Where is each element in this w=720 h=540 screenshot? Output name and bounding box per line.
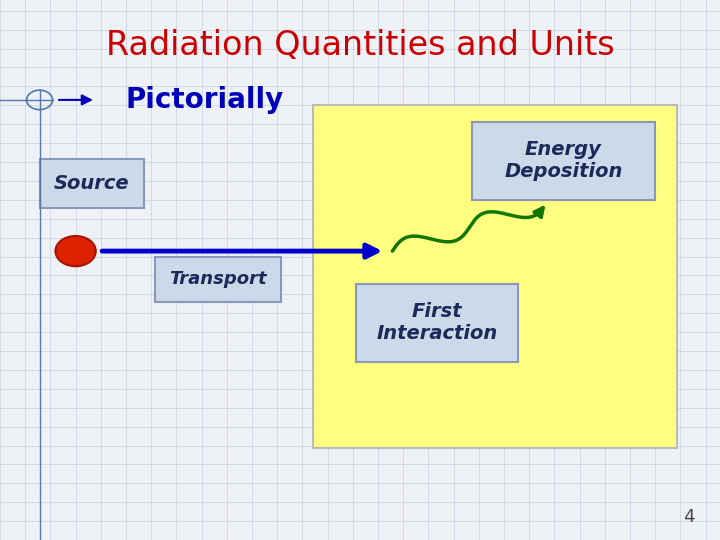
Text: First
Interaction: First Interaction [377, 302, 498, 343]
Text: Radiation Quantities and Units: Radiation Quantities and Units [106, 29, 614, 63]
FancyBboxPatch shape [155, 256, 281, 302]
FancyBboxPatch shape [356, 284, 518, 362]
FancyBboxPatch shape [40, 159, 144, 208]
FancyBboxPatch shape [472, 122, 655, 200]
Text: Source: Source [54, 174, 130, 193]
Circle shape [55, 236, 96, 266]
Text: Transport: Transport [169, 271, 266, 288]
Text: Pictorially: Pictorially [126, 86, 284, 114]
FancyBboxPatch shape [313, 105, 677, 448]
Text: Energy
Deposition: Energy Deposition [504, 140, 623, 181]
Text: 4: 4 [683, 509, 695, 526]
